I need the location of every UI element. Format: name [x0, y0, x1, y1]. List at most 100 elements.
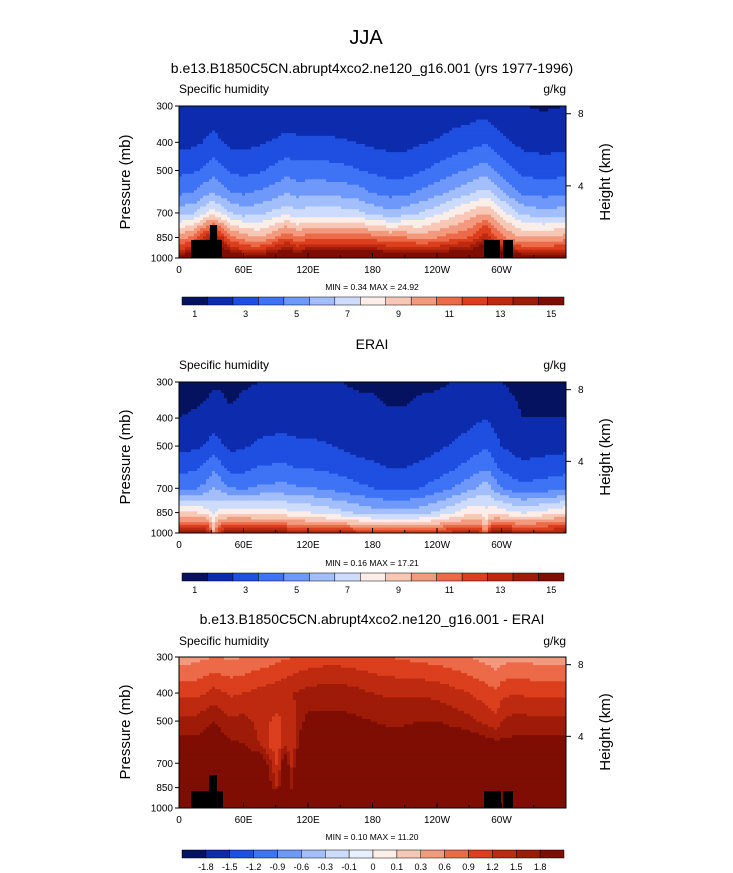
field-cell — [425, 125, 429, 129]
field-cell — [194, 173, 198, 178]
field-cell — [380, 133, 384, 137]
field-cell — [542, 171, 546, 175]
field-cell — [392, 152, 396, 156]
field-cell — [464, 179, 468, 183]
field-cell — [425, 122, 429, 126]
field-cell — [212, 179, 216, 183]
field-cell — [347, 146, 351, 151]
field-cell — [215, 130, 219, 134]
field-cell — [221, 125, 225, 129]
field-cell — [356, 157, 360, 161]
field-cell — [563, 149, 566, 153]
field-cell — [488, 173, 492, 178]
field-cell — [269, 192, 273, 197]
field-cell — [350, 192, 354, 197]
field-cell — [248, 171, 252, 175]
field-cell — [350, 198, 354, 202]
field-cell — [338, 119, 342, 123]
field-cell — [197, 116, 201, 121]
field-cell — [227, 198, 231, 202]
field-cell — [407, 184, 411, 189]
field-cell — [191, 176, 195, 180]
field-cell — [503, 198, 507, 202]
field-cell — [545, 144, 549, 148]
field-cell — [182, 135, 186, 140]
field-cell — [311, 201, 315, 205]
field-cell — [290, 187, 294, 191]
field-cell — [191, 125, 195, 129]
field-cell — [257, 149, 261, 153]
field-cell — [554, 176, 558, 180]
field-cell — [500, 165, 504, 170]
field-cell — [536, 173, 540, 178]
field-cell — [473, 114, 477, 118]
field-cell — [332, 152, 336, 156]
field-cell — [440, 168, 444, 172]
field-cell — [497, 149, 501, 153]
field-cell — [278, 182, 282, 186]
field-cell — [272, 171, 276, 175]
field-cell — [500, 206, 504, 210]
field-cell — [455, 176, 459, 180]
field-cell — [557, 168, 561, 172]
field-cell — [419, 184, 423, 189]
field-cell — [404, 119, 408, 123]
field-cell — [182, 119, 186, 123]
field-cell — [437, 111, 441, 115]
field-cell — [314, 182, 318, 186]
field-cell — [557, 192, 561, 197]
field-cell — [317, 184, 321, 189]
field-cell — [509, 119, 513, 123]
field-cell — [386, 157, 390, 161]
field-cell — [359, 144, 363, 148]
field-cell — [470, 106, 474, 110]
field-cell — [524, 114, 528, 118]
field-cell — [515, 127, 519, 132]
field-cell — [389, 179, 393, 183]
field-cell — [314, 173, 318, 178]
field-cell — [257, 173, 261, 178]
field-cell — [338, 135, 342, 140]
field-cell — [533, 141, 537, 145]
field-cell — [344, 187, 348, 191]
field-cell — [485, 201, 489, 205]
field-cell — [377, 116, 381, 121]
field-cell — [248, 160, 252, 164]
field-cell — [287, 144, 291, 148]
field-cell — [479, 114, 483, 118]
field-cell — [269, 182, 273, 186]
field-cell — [278, 179, 282, 183]
field-cell — [497, 127, 501, 132]
field-cell — [470, 146, 474, 151]
field-cell — [404, 154, 408, 159]
field-cell — [182, 141, 186, 145]
field-cell — [323, 152, 327, 156]
field-cell — [284, 173, 288, 178]
field-cell — [449, 190, 453, 194]
field-cell — [398, 168, 402, 172]
field-cell — [338, 157, 342, 161]
field-cell — [392, 125, 396, 129]
field-cell — [398, 111, 402, 115]
field-cell — [305, 116, 309, 121]
field-cell — [230, 184, 234, 189]
field-cell — [344, 154, 348, 159]
field-cell — [218, 176, 222, 180]
field-cell — [392, 106, 396, 110]
field-cell — [557, 114, 561, 118]
field-cell — [203, 114, 207, 118]
field-cell — [179, 119, 183, 123]
field-cell — [563, 163, 566, 167]
field-cell — [314, 152, 318, 156]
field-cell — [197, 135, 201, 140]
field-cell — [209, 119, 213, 123]
field-cell — [515, 135, 519, 140]
field-cell — [299, 176, 303, 180]
field-cell — [560, 171, 564, 175]
field-cell — [296, 184, 300, 189]
field-cell — [524, 154, 528, 159]
field-cell — [440, 171, 444, 175]
field-cell — [206, 168, 210, 172]
field-cell — [281, 176, 285, 180]
field-cell — [341, 192, 345, 197]
